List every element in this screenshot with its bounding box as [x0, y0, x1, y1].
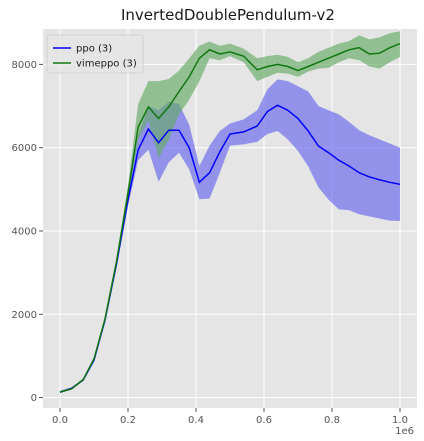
- x-tick-label: 0.4: [188, 415, 204, 426]
- legend-label: ppo (3): [76, 44, 112, 55]
- y-tick-label: 2000: [12, 310, 37, 321]
- chart-title: InvertedDoublePendulum-v2: [121, 6, 335, 24]
- plot-area: [43, 29, 417, 408]
- x-tick-label: 0.2: [120, 415, 136, 426]
- x-tick-label: 0.8: [324, 415, 340, 426]
- series-line: [59, 42, 401, 393]
- y-tick-label: 4000: [12, 226, 37, 237]
- confidence-band: [60, 79, 400, 394]
- y-axis: 0 2000 4000 6000 8000: [12, 60, 43, 404]
- y-tick-label: 8000: [12, 60, 37, 71]
- confidence-bands: [60, 31, 400, 394]
- legend: ppo (3) vimeppo (3): [46, 34, 144, 74]
- confidence-band: [60, 31, 400, 393]
- x-offset-label: 1e6: [395, 426, 414, 437]
- y-tick-label: 6000: [12, 143, 37, 154]
- x-axis: 0.0 0.2 0.4 0.6 0.8 1.0: [52, 408, 408, 426]
- series-lines: [59, 42, 401, 393]
- legend-label: vimeppo (3): [76, 59, 137, 70]
- x-tick-label: 1.0: [392, 415, 408, 426]
- x-tick-label: 0.6: [256, 415, 272, 426]
- x-tick-label: 0.0: [52, 415, 68, 426]
- y-tick-label: 0: [31, 393, 37, 404]
